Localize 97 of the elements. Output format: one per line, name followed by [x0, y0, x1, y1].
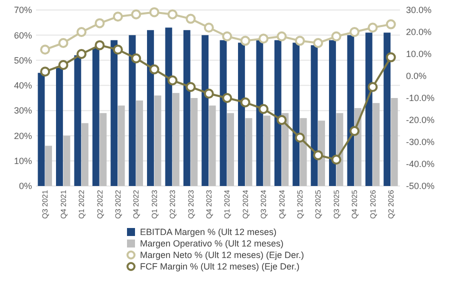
point [112, 12, 123, 22]
point [94, 40, 105, 50]
y-tick-label: 20% [14, 130, 32, 141]
bar [136, 100, 144, 186]
point [58, 60, 68, 70]
bar [347, 35, 354, 186]
bar [384, 32, 391, 186]
legend-label: EBITDA Margen % (Ult 12 meses) [140, 227, 277, 238]
bar [390, 98, 398, 186]
y2-tick-label: 30.0% [406, 5, 432, 16]
bar [183, 30, 190, 186]
bar [256, 40, 264, 186]
bar [56, 68, 63, 186]
point [40, 66, 50, 77]
bar [274, 40, 282, 186]
point [204, 88, 214, 99]
bar [372, 103, 380, 186]
bar [264, 116, 270, 186]
point [94, 18, 105, 28]
point [331, 154, 342, 165]
bar [300, 118, 307, 186]
bar [147, 30, 154, 186]
bar [45, 146, 52, 186]
y2-tick-label: 10.0% [406, 49, 432, 60]
point [294, 132, 305, 143]
point [149, 64, 160, 74]
bar [165, 28, 172, 186]
y2-tick-label: -30.0% [406, 137, 435, 148]
point [76, 27, 86, 37]
bar [63, 136, 70, 186]
point [76, 49, 86, 59]
point [331, 31, 342, 42]
y2-tick-label: -10.0% [406, 93, 435, 104]
y-tick-label: 10% [14, 156, 32, 166]
bar [92, 48, 100, 186]
point [368, 22, 378, 33]
point [149, 7, 160, 18]
y2-tick-label: -50.0% [406, 181, 435, 192]
bar [74, 55, 82, 186]
bar [154, 95, 162, 186]
point [258, 104, 268, 114]
point [186, 82, 196, 92]
point [240, 97, 250, 108]
y2-tick-label: -20.0% [406, 115, 435, 126]
y-tick-label: 70% [14, 5, 32, 16]
point [276, 31, 287, 42]
point [258, 34, 268, 44]
point [386, 19, 396, 30]
bar [329, 40, 336, 186]
point [386, 52, 396, 62]
bar [202, 35, 209, 186]
bar [208, 106, 216, 186]
point [112, 44, 123, 55]
y2-tick-label: 0.0% [406, 71, 427, 82]
point [240, 36, 250, 46]
point [168, 9, 178, 20]
y-tick-label: 30% [14, 106, 32, 116]
point [58, 38, 68, 48]
bar [227, 113, 234, 186]
point [222, 31, 232, 42]
y-tick-label: 60% [14, 30, 32, 40]
point [131, 9, 142, 20]
bar [128, 35, 136, 186]
bar [365, 32, 372, 186]
point [131, 53, 142, 64]
point [294, 36, 305, 46]
legend-label: Margen Operativo % (Ult 12 meses) [140, 238, 284, 249]
point [186, 14, 196, 24]
y2-tick-label: -40.0% [406, 159, 435, 170]
bar [245, 118, 252, 186]
y-tick-label: 0% [18, 181, 32, 192]
bar [82, 123, 88, 186]
point [168, 75, 178, 86]
bar [100, 113, 107, 186]
point [368, 82, 378, 92]
bar [190, 98, 198, 186]
bar [38, 72, 45, 186]
bar [318, 120, 326, 186]
point [222, 93, 232, 103]
y2-tick-label: 20.0% [406, 27, 432, 38]
bar [292, 42, 300, 186]
point [40, 44, 50, 55]
bar [220, 40, 227, 186]
legend-label: FCF Margin % (Ult 12 meses) (Eje Der.) [140, 262, 300, 272]
point [313, 38, 324, 48]
point [204, 22, 214, 33]
y-tick-label: 50% [14, 55, 32, 66]
bar [172, 92, 180, 186]
point [350, 27, 360, 37]
bar [238, 42, 245, 186]
legend-label: Margen Neto % (Ult 12 meses) (Eje Der.) [140, 250, 304, 260]
point [313, 150, 324, 160]
bar [110, 40, 118, 186]
bar [118, 106, 125, 186]
y-tick-label: 40% [14, 80, 32, 91]
point [276, 115, 287, 125]
point [350, 126, 360, 136]
